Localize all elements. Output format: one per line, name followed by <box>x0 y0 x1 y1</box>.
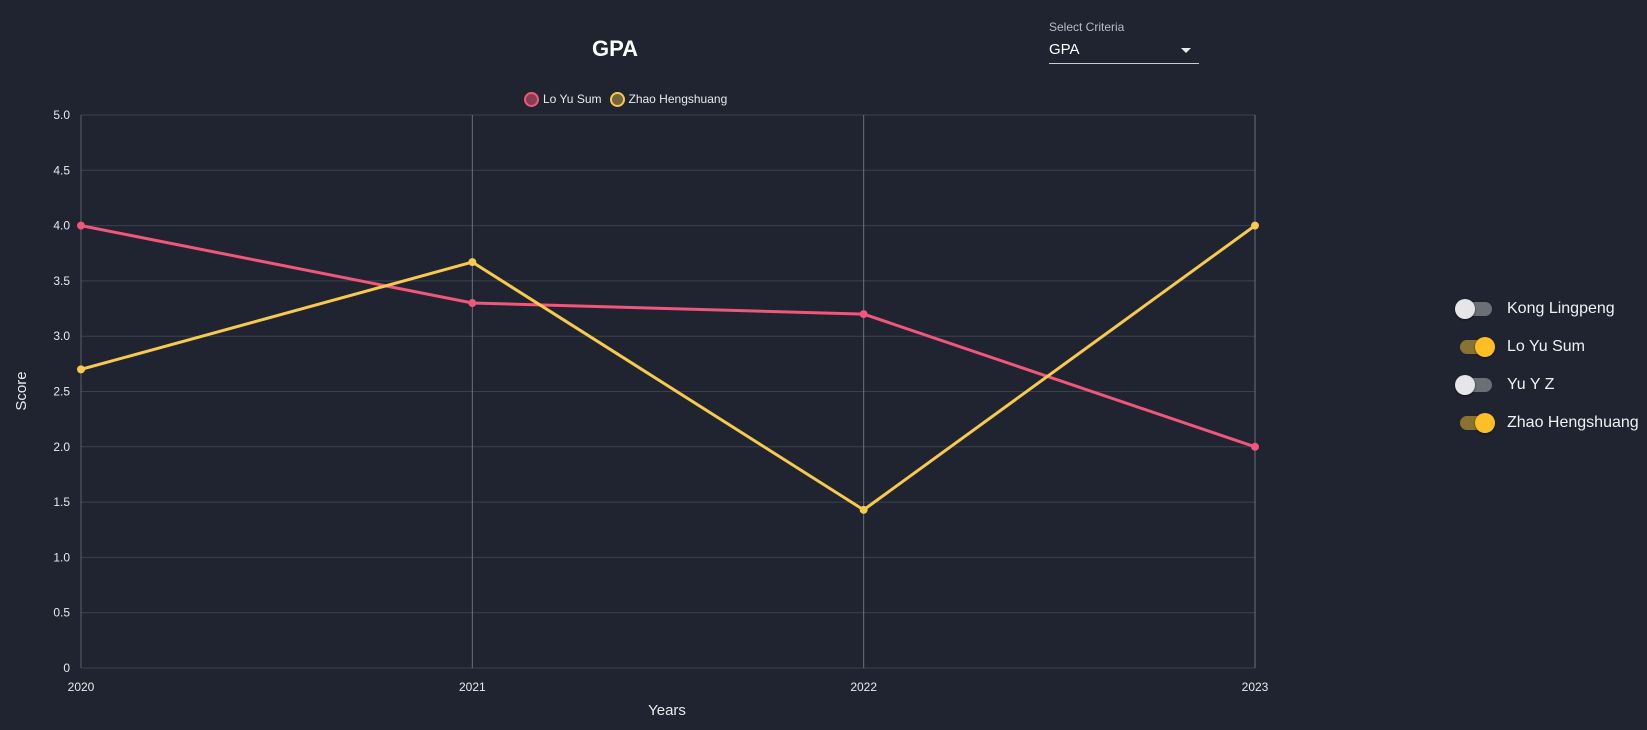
y-tick-label: 1.5 <box>53 495 70 509</box>
toggle-label: Zhao Hengshuang <box>1507 414 1639 431</box>
x-tick-label: 2021 <box>459 680 486 694</box>
toggle-label: Yu Y Z <box>1507 376 1555 393</box>
y-tick-label: 3.0 <box>53 329 70 343</box>
x-tick-label: 2022 <box>850 680 877 694</box>
toggle-switch[interactable] <box>1455 337 1495 357</box>
chart-legend: Lo Yu Sum Zhao Hengshuang <box>524 90 735 108</box>
criteria-label: Select Criteria <box>1049 20 1125 34</box>
data-point <box>1251 221 1259 230</box>
line-chart: 0 0.5 1.0 1.5 2.0 2.5 3.0 3.5 4.0 4.5 5.0 2020 2021 2… <box>13 108 1269 719</box>
y-tick-label: 2.0 <box>53 440 70 454</box>
toggle-switch[interactable] <box>1455 375 1495 395</box>
data-point <box>468 299 477 308</box>
y-tick-label: 4.0 <box>53 219 70 233</box>
x-tick-label: 2020 <box>68 680 95 694</box>
data-point <box>77 365 85 374</box>
toggle-row-zhao-hengshuang[interactable]: Zhao Hengshuang <box>1455 404 1639 442</box>
data-point <box>859 310 868 319</box>
data-point <box>859 505 868 514</box>
toggle-row-kong-lingpeng[interactable]: Kong Lingpeng <box>1455 290 1639 328</box>
toggle-label: Kong Lingpeng <box>1507 300 1615 317</box>
criteria-value: GPA <box>1049 41 1080 58</box>
data-point <box>77 221 85 230</box>
data-point <box>468 258 477 267</box>
legend-item-zhao-hengshuang[interactable]: Zhao Hengshuang <box>609 91 728 107</box>
y-tick-label: 5.0 <box>53 108 70 122</box>
y-tick-label: 4.5 <box>53 163 70 177</box>
y-axis-title: Score <box>13 371 30 410</box>
toggle-label: Lo Yu Sum <box>1507 338 1585 355</box>
x-tick-label: 2023 <box>1242 680 1269 694</box>
criteria-select[interactable]: Select Criteria GPA <box>1049 20 1199 64</box>
x-axis-title: Years <box>648 702 686 719</box>
y-tick-label: 0.5 <box>53 606 70 620</box>
caret-down-icon[interactable] <box>1181 48 1191 53</box>
criteria-dropdown[interactable]: GPA <box>1049 41 1199 64</box>
legend-swatch-icon <box>524 91 539 107</box>
y-tick-label: 3.5 <box>53 274 70 288</box>
toggle-switch[interactable] <box>1455 413 1495 433</box>
toggle-row-lo-yu-sum[interactable]: Lo Yu Sum <box>1455 328 1639 366</box>
legend-swatch-icon <box>609 91 625 107</box>
y-tick-label: 1.0 <box>53 550 70 564</box>
legend-item-lo-yu-sum[interactable]: Lo Yu Sum <box>524 91 602 107</box>
y-tick-label: 2.5 <box>53 385 70 399</box>
data-point <box>1251 442 1259 451</box>
y-tick-label: 0 <box>63 661 70 675</box>
toggle-switch[interactable] <box>1455 299 1495 319</box>
toggle-row-yu-y-z[interactable]: Yu Y Z <box>1455 366 1639 404</box>
series-line-0 <box>80 224 1256 449</box>
student-toggle-list: Kong Lingpeng Lo Yu Sum Yu Y Z Zhao Heng… <box>1455 290 1639 442</box>
chart-title: GPA <box>591 36 639 61</box>
legend-label: Zhao Hengshuang <box>628 92 728 106</box>
series-line-1 <box>80 224 1256 512</box>
legend-label: Lo Yu Sum <box>543 92 602 106</box>
